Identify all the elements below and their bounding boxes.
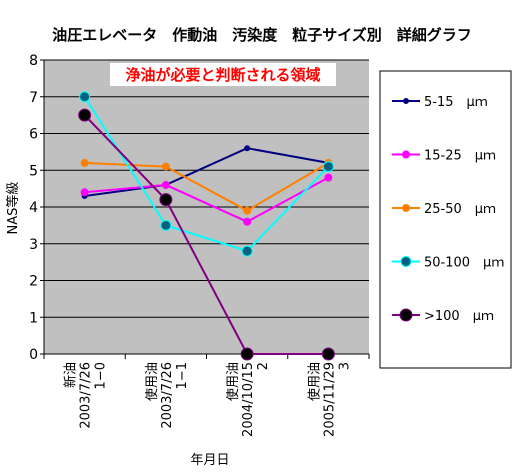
series-point [159, 193, 173, 207]
legend-swatch-marker [399, 308, 413, 322]
x-category-label-line: 使用油 [225, 362, 241, 401]
y-tick-label: 4 [29, 200, 38, 216]
y-tick-label: 3 [29, 237, 38, 253]
legend-label: >100 μｍ [424, 309, 494, 324]
series-point [322, 161, 334, 173]
x-category-label: 新油 2003/7/26 1−0 [63, 362, 109, 429]
y-tick-label: 8 [29, 53, 38, 69]
legend-item: >100 μｍ [392, 308, 494, 324]
x-category-label-line: 2005/11/29 [322, 362, 337, 437]
legend-swatch-marker [402, 150, 410, 159]
annotation-text: 浄油が必要と判断される領域 [125, 66, 320, 84]
series-line [84, 147, 329, 197]
series-3 [79, 91, 334, 257]
chart-title: 油圧エレベータ 作動油 汚染度 粒子サイズ別 詳細グラフ [52, 26, 472, 44]
series-point [240, 347, 254, 361]
x-axis-title: 年月日 [190, 453, 229, 468]
series-4 [78, 108, 335, 361]
series-point [160, 219, 172, 231]
series-1 [80, 173, 333, 226]
gridlines [44, 59, 369, 318]
x-category-label-line: 新油 [63, 362, 79, 388]
legend-label: 5-15 μｍ [424, 95, 488, 110]
x-category-labels: 新油 2003/7/26 1−0 使用油 2003/7/26 1−1 使用油 2004/10/… [63, 362, 353, 437]
series-point [243, 217, 252, 226]
x-category-label-line: 2003/7/26 [79, 362, 94, 429]
series-point [321, 347, 335, 361]
legend-swatch-marker [402, 204, 410, 212]
series-point [244, 145, 251, 152]
x-category-label-line: 使用油 [306, 362, 322, 401]
y-tick-label: 1 [29, 310, 38, 326]
y-tick-labels: 0 1 2 3 4 5 6 7 8 [29, 53, 38, 363]
x-category-label-line: 1−0 [94, 362, 109, 389]
series-point [80, 158, 89, 167]
legend: 5-15 μｍ 15-25 μｍ 25-50 μｍ 50-100 μｍ >100 μｍ [379, 70, 512, 369]
legend-swatch-marker [400, 256, 412, 267]
series-point [324, 173, 333, 182]
x-category-label-line: 2004/10/15 [241, 362, 256, 437]
legend-label: 50-100 μｍ [424, 256, 504, 271]
y-tick-label: 6 [29, 127, 38, 143]
x-category-label-line: 3 [337, 362, 352, 370]
x-category-label: 使用油 2003/7/26 1−1 [144, 362, 190, 429]
series-line [84, 161, 329, 212]
annotation-box: 浄油が必要と判断される領域 [110, 63, 336, 86]
series-layer [78, 91, 335, 361]
legend-swatch-marker [403, 98, 409, 104]
legend-item: 50-100 μｍ [392, 256, 504, 271]
y-axis-title: NAS等級 [5, 182, 21, 235]
series-point [78, 108, 92, 122]
series-point [161, 180, 170, 189]
annotation-background [110, 63, 336, 86]
series-line [84, 176, 329, 223]
x-category-label: 使用油 2005/11/29 3 [306, 362, 352, 437]
legend-label: 25-50 μｍ [424, 202, 496, 217]
legend-label: 15-25 μｍ [424, 149, 496, 164]
x-category-label-line: 2 [256, 362, 271, 370]
y-tick-label: 7 [29, 90, 38, 106]
x-category-label: 使用油 2004/10/15 2 [225, 362, 271, 437]
series-point [161, 162, 170, 171]
y-tick-label: 2 [29, 274, 38, 290]
series-point [241, 245, 253, 257]
legend-item: 15-25 μｍ [392, 149, 496, 164]
series-point [79, 91, 91, 103]
legend-item: 25-50 μｍ [392, 202, 496, 217]
x-category-label-line: 1−1 [175, 362, 190, 389]
x-category-label-line: 2003/7/26 [160, 362, 175, 429]
y-tick-label: 0 [29, 347, 38, 363]
y-tick-label: 5 [29, 163, 38, 179]
series-line [83, 96, 330, 253]
series-point [243, 206, 252, 215]
x-category-label-line: 使用油 [144, 362, 160, 401]
series-point [80, 188, 89, 197]
legend-item: 5-15 μｍ [392, 95, 488, 110]
series-line [83, 114, 329, 355]
